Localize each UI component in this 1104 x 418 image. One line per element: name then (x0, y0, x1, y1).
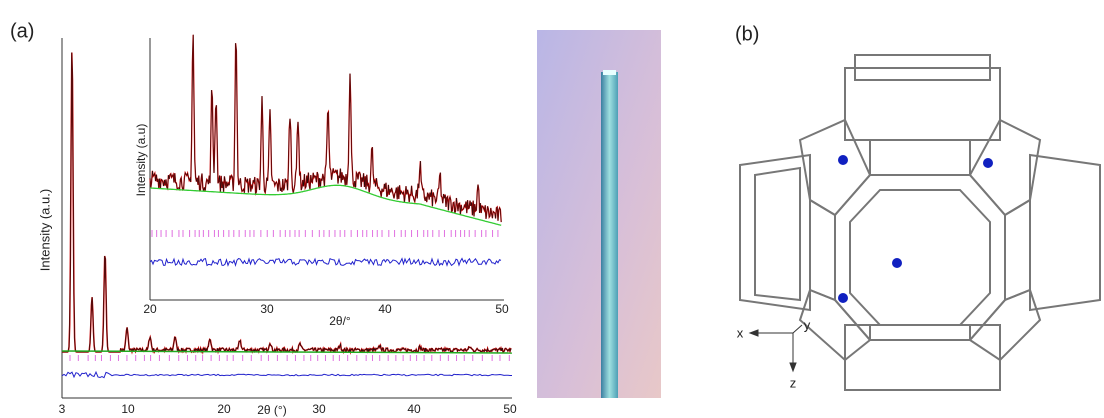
inset-x-axis-label: 2θ/° (329, 314, 351, 328)
atom (838, 293, 848, 303)
background-line (61, 350, 513, 354)
main-plot: 3 10 20 30 40 50 2θ (°) Intensity (a.u.) (37, 38, 517, 417)
arrowhead (748, 329, 759, 337)
arrowhead (789, 362, 797, 373)
background-line (150, 184, 502, 226)
inset-y-axis-label: Intensity (a.u) (134, 124, 148, 197)
atom (838, 155, 848, 165)
axis-label: x (737, 325, 744, 340)
x-tick-label: 30 (312, 402, 326, 416)
panel-label: (a) (10, 20, 34, 42)
axes-triad (748, 324, 803, 373)
cations (838, 155, 993, 303)
inset-x-tick-label: 30 (260, 302, 274, 316)
axis-label: y (804, 317, 811, 332)
x-tick-label: 20 (217, 402, 231, 416)
photo (537, 30, 661, 398)
y-axis-label: Intensity (a.u.) (37, 189, 52, 271)
inset-x-tick-label: 20 (143, 302, 157, 316)
x-tick-label: 10 (121, 402, 135, 416)
capillary-tip (603, 70, 616, 75)
atom (892, 258, 902, 268)
x-tick-label: 40 (407, 402, 421, 416)
atom (983, 158, 993, 168)
inset-x-tick-label: 40 (378, 302, 392, 316)
capillary (601, 72, 618, 398)
difference-curve (149, 257, 502, 268)
x-tick-label: 3 (59, 402, 66, 416)
y-arrow (792, 324, 803, 334)
inset-x-tick-label: 50 (495, 302, 509, 316)
observed-pattern (62, 52, 512, 355)
calculated-pattern (62, 52, 512, 354)
axis-label: z (790, 375, 797, 390)
framework (739, 54, 1101, 391)
difference-curve (61, 370, 512, 379)
photo-background (537, 30, 661, 398)
calculated-pattern (149, 34, 502, 223)
inset-plot: 20 30 40 50 2θ/° Intensity (a.u) (134, 34, 509, 328)
x-tick-label: 50 (503, 402, 517, 416)
x-axis-label: 2θ (°) (257, 403, 286, 417)
observed-pattern (149, 34, 502, 223)
panel-label: (b) (735, 23, 759, 45)
